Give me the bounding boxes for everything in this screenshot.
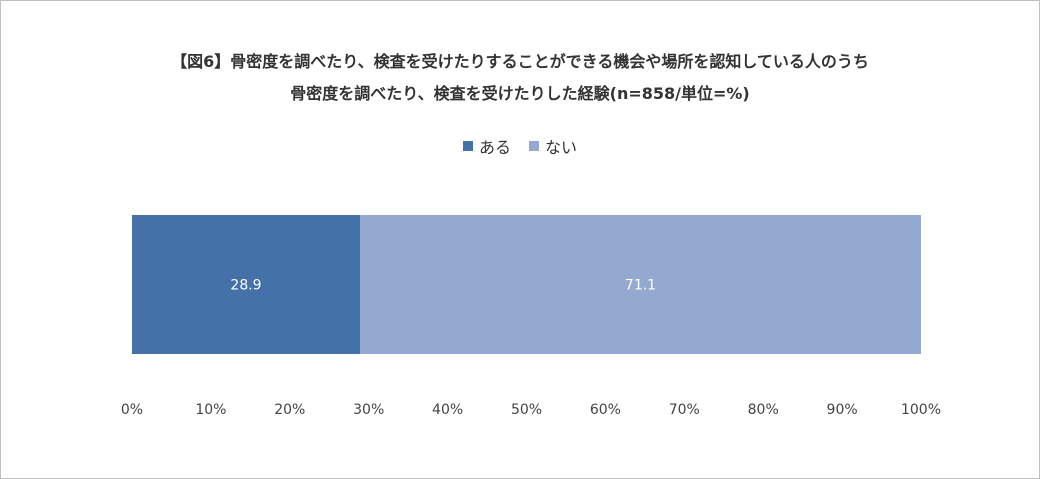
legend-swatch-aru (462, 141, 473, 151)
legend-swatch-nai (529, 141, 539, 151)
chart-subtitle: 骨密度を調べたり、検査を受けたりした経験(n=858/単位=%) (290, 84, 750, 103)
x-tick-label: 0% (121, 402, 143, 418)
x-tick-label: 20% (274, 402, 305, 418)
x-tick-label: 80% (748, 402, 779, 418)
x-tick-label: 90% (827, 402, 858, 418)
x-tick-label: 30% (353, 402, 384, 418)
legend-item-aru: ある (462, 134, 511, 158)
legend: ある ない (0, 134, 1040, 158)
x-tick-label: 10% (195, 402, 226, 418)
legend-label-nai: ない (545, 138, 578, 157)
x-tick-label: 40% (432, 402, 463, 418)
x-tick-label: 60% (590, 402, 621, 418)
data-label-nai: 71.1 (625, 278, 656, 294)
legend-item-nai: ない (529, 134, 577, 158)
x-tick-label: 100% (901, 402, 941, 418)
chart-title: 【図6】骨密度を調べたり、検査を受けたりすることができる機会や場所を認知している… (171, 52, 869, 71)
bar-segment-nai (360, 215, 921, 354)
bar-segment-aru (132, 215, 361, 354)
x-tick-label: 50% (511, 402, 542, 418)
legend-label-aru: ある (478, 138, 511, 157)
x-tick-label: 70% (669, 402, 700, 418)
data-label-aru: 28.9 (230, 278, 261, 294)
